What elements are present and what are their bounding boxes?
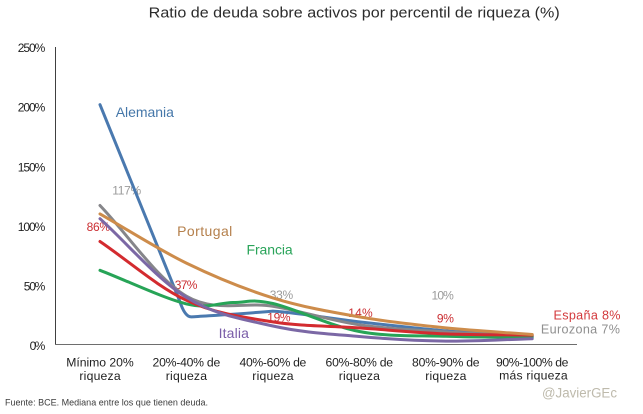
svg-text:Portugal: Portugal xyxy=(177,223,232,239)
svg-text:Eurozona 7%: Eurozona 7% xyxy=(541,322,620,336)
svg-text:riqueza: riqueza xyxy=(252,369,293,383)
svg-text:90%-100% de: 90%-100% de xyxy=(496,356,569,370)
svg-text:200%: 200% xyxy=(18,101,46,115)
svg-text:riqueza: riqueza xyxy=(339,369,380,383)
svg-text:Ratio de deuda sobre activos p: Ratio de deuda sobre activos por percent… xyxy=(149,4,560,21)
svg-text:@JavierGEc: @JavierGEc xyxy=(542,385,617,400)
svg-text:más riqueza: más riqueza xyxy=(499,369,568,383)
svg-text:20%-40% de: 20%-40% de xyxy=(153,356,221,370)
svg-text:Mínimo 20%: Mínimo 20% xyxy=(66,356,134,370)
svg-text:150%: 150% xyxy=(18,160,46,174)
svg-text:riqueza: riqueza xyxy=(425,369,466,383)
svg-text:riqueza: riqueza xyxy=(79,369,120,383)
svg-text:España 8%: España 8% xyxy=(554,308,621,322)
svg-text:Alemania: Alemania xyxy=(116,104,174,120)
svg-text:10%: 10% xyxy=(432,288,455,302)
svg-text:0%: 0% xyxy=(30,339,46,353)
svg-text:80%-90% de: 80%-90% de xyxy=(412,356,480,370)
svg-text:40%-60% de: 40%-60% de xyxy=(240,356,307,370)
svg-text:100%: 100% xyxy=(18,220,46,234)
svg-text:9%: 9% xyxy=(437,311,454,325)
svg-text:Italia: Italia xyxy=(219,325,250,341)
svg-text:50%: 50% xyxy=(24,280,46,294)
svg-text:37%: 37% xyxy=(175,278,198,292)
svg-text:250%: 250% xyxy=(18,41,46,55)
svg-text:Fuente: BCE. Mediana entre los: Fuente: BCE. Mediana entre los que tiene… xyxy=(5,397,208,407)
svg-text:Francia: Francia xyxy=(247,242,293,258)
svg-text:60%-80% de: 60%-80% de xyxy=(326,356,394,370)
svg-text:riqueza: riqueza xyxy=(166,369,207,383)
